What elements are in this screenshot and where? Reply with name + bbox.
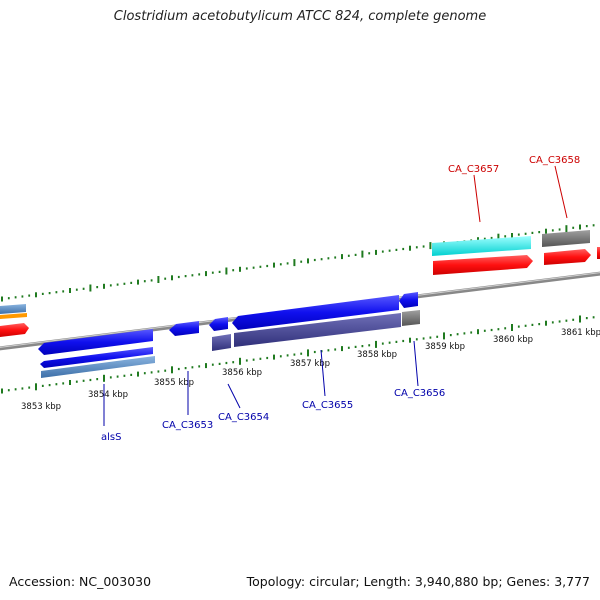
- gene-arrow-ca_c3658[interactable]: [544, 249, 591, 265]
- gene-arrow-alss-lower[interactable]: [40, 347, 153, 368]
- callout-line: [554, 165, 568, 219]
- gene-arrow-fragment[interactable]: [0, 323, 29, 337]
- gene-arrow-ca_c3658-cog[interactable]: [542, 230, 590, 247]
- gene-arrow-ca_c3657[interactable]: [433, 255, 533, 275]
- scale-label: 3856 kbp: [222, 368, 262, 378]
- accession-text: Accession: NC_003030: [9, 574, 152, 589]
- callout-line: [413, 340, 419, 387]
- callout-line: [227, 383, 241, 409]
- scale-label: 3858 kbp: [357, 350, 397, 360]
- map-title: Clostridium acetobutylicum ATCC 824, com…: [113, 9, 487, 24]
- scale-label: 3861 kbp: [561, 328, 600, 338]
- gene-arrow-alss-cog[interactable]: [41, 356, 155, 378]
- gene-label[interactable]: CA_C3658: [529, 155, 580, 166]
- callout-line: [473, 174, 481, 223]
- gene-callouts: [103, 165, 568, 426]
- gene-arrow-ca_c3655-cog[interactable]: [234, 313, 401, 347]
- scale-label: 3859 kbp: [425, 342, 465, 352]
- gene-arrow-ca_c3656[interactable]: [399, 292, 418, 308]
- gene-label[interactable]: CA_C3657: [448, 164, 499, 175]
- scale-label: 3853 kbp: [21, 402, 61, 412]
- gene-arrow-ca_c3656-cog[interactable]: [402, 310, 420, 326]
- scale-label: 3854 kbp: [88, 390, 128, 400]
- gene-label[interactable]: CA_C3656: [394, 388, 445, 399]
- genome-summary-text: Topology: circular; Length: 3,940,880 bp…: [246, 574, 590, 589]
- gene-arrow-ca_c3654[interactable]: [209, 317, 228, 331]
- gene-arrow-ca_c3653[interactable]: [169, 321, 199, 336]
- gene-arrow-alss[interactable]: [38, 329, 153, 355]
- callout-line: [320, 349, 326, 397]
- gene-label[interactable]: alsS: [101, 432, 121, 443]
- scale-label: 3855 kbp: [154, 378, 194, 388]
- gene-arrow-fragment[interactable]: [0, 313, 27, 319]
- gene-arrow-ca_c3654-cog[interactable]: [212, 334, 231, 351]
- gene-arrow-fragment[interactable]: [0, 304, 26, 314]
- gene-arrow-fragment[interactable]: [597, 247, 600, 259]
- gene-arrow-ca_c3657-cog[interactable]: [432, 236, 531, 256]
- scale-label: 3857 kbp: [290, 359, 330, 369]
- scale-label: 3860 kbp: [493, 335, 533, 345]
- gene-label[interactable]: CA_C3654: [218, 412, 269, 423]
- gene-label[interactable]: CA_C3653: [162, 420, 213, 431]
- reverse-scale-ticks: [1, 315, 595, 394]
- gene-labels: alsS CA_C3653 CA_C3654 CA_C3655 CA_C3656…: [101, 155, 580, 443]
- scale-labels: 3853 kbp 3854 kbp 3855 kbp 3856 kbp 3857…: [21, 328, 600, 412]
- gene-arrow-ca_c3655[interactable]: [232, 295, 399, 330]
- gene-label[interactable]: CA_C3655: [302, 400, 353, 411]
